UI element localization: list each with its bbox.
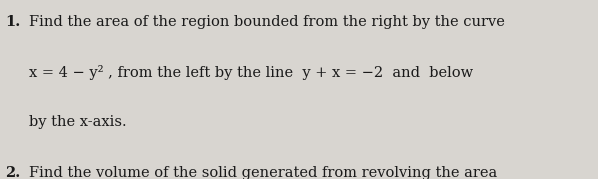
Text: x = 4 − y² , from the left by the line  y + x = −2  and  below: x = 4 − y² , from the left by the line y… — [29, 65, 473, 80]
Text: Find the volume of the solid generated from revolving the area: Find the volume of the solid generated f… — [29, 166, 497, 179]
Text: 1.: 1. — [5, 15, 20, 29]
Text: by the x-axis.: by the x-axis. — [29, 115, 126, 129]
Text: 2.: 2. — [5, 166, 20, 179]
Text: Find the area of the region bounded from the right by the curve: Find the area of the region bounded from… — [29, 15, 505, 29]
